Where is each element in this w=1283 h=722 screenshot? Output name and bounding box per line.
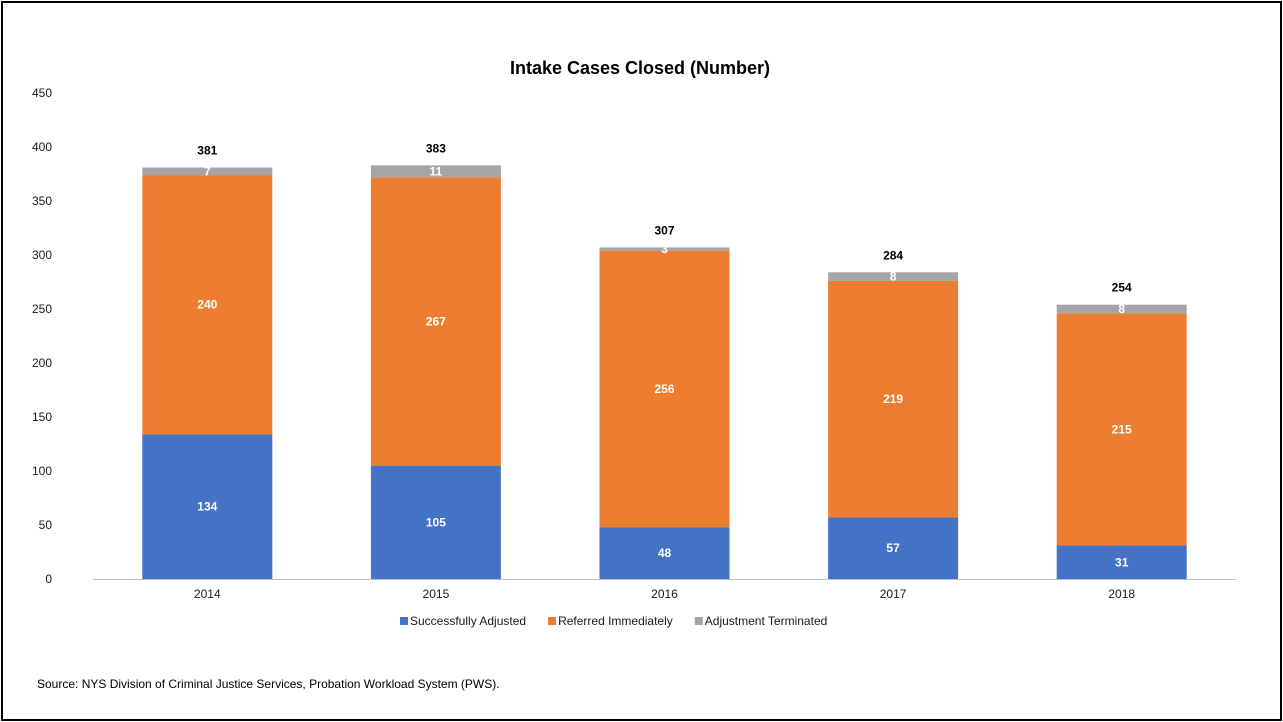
y-axis: 0 50 100 150 200 250 300 350 400 450 [32,86,52,586]
total-label: 307 [654,223,674,237]
bar-segment [828,272,959,281]
x-tick-label: 2017 [880,587,907,601]
legend-swatch [694,617,703,625]
bar-segment [1056,313,1187,546]
data-label: 240 [197,298,217,312]
data-label: 7 [204,164,211,178]
source-note: Source: NYS Division of Criminal Justice… [37,677,500,691]
data-label: 57 [886,541,900,555]
data-label: 105 [426,515,446,529]
bar-segment [599,250,730,528]
y-tick-label: 0 [45,572,52,586]
bar-segment [1056,304,1187,314]
bar-segment [1056,545,1187,579]
bar-segment [828,280,959,518]
data-label: 8 [1118,302,1125,316]
bar-segment [370,177,501,466]
bar-segment [828,517,959,579]
bar-segment [142,434,273,579]
legend-label: Successfully Adjusted [410,614,526,628]
bar-segment [142,167,273,176]
legend-swatch [548,617,557,625]
data-label: 267 [426,314,446,328]
data-label: 11 [430,164,443,178]
legend-label: Referred Immediately [558,614,673,628]
y-tick-label: 200 [32,356,52,370]
chart-title: Intake Cases Closed (Number) [510,58,770,78]
y-tick-label: 450 [32,86,52,100]
y-tick-label: 150 [32,410,52,424]
data-label: 3 [661,242,668,256]
data-label: 48 [658,546,672,560]
x-tick-label: 2018 [1108,587,1135,601]
total-label: 254 [1112,281,1132,295]
bar-segment [370,165,501,178]
data-label: 8 [890,270,897,284]
legend: Successfully Adjusted Referred Immediatel… [400,614,827,628]
total-label: 383 [426,141,446,155]
bar-segment [599,527,730,579]
x-axis: 2014 2015 2016 2017 2018 [93,579,1236,601]
y-tick-label: 350 [32,194,52,208]
total-label: 381 [197,144,217,158]
data-label: 219 [883,392,903,406]
y-tick-label: 300 [32,248,52,262]
data-label: 134 [197,500,217,514]
data-label: 215 [1112,422,1132,436]
data-label: 256 [654,382,674,396]
bar-segment [142,175,273,435]
x-tick-label: 2016 [651,587,678,601]
y-tick-label: 100 [32,464,52,478]
y-tick-label: 250 [32,302,52,316]
legend-swatch [400,617,408,625]
bar-segment [599,247,730,251]
x-tick-label: 2014 [194,587,221,601]
bar-segment [370,465,501,579]
total-label: 284 [883,248,903,262]
y-tick-label: 50 [39,518,53,532]
x-tick-label: 2015 [423,587,450,601]
data-label: 31 [1115,555,1129,569]
legend-label: Adjustment Terminated [705,614,828,628]
y-tick-label: 400 [32,140,52,154]
bars: 134 240 7 381 105 267 11 383 48 256 3 307 57 219 8 284 3… [142,141,1187,579]
